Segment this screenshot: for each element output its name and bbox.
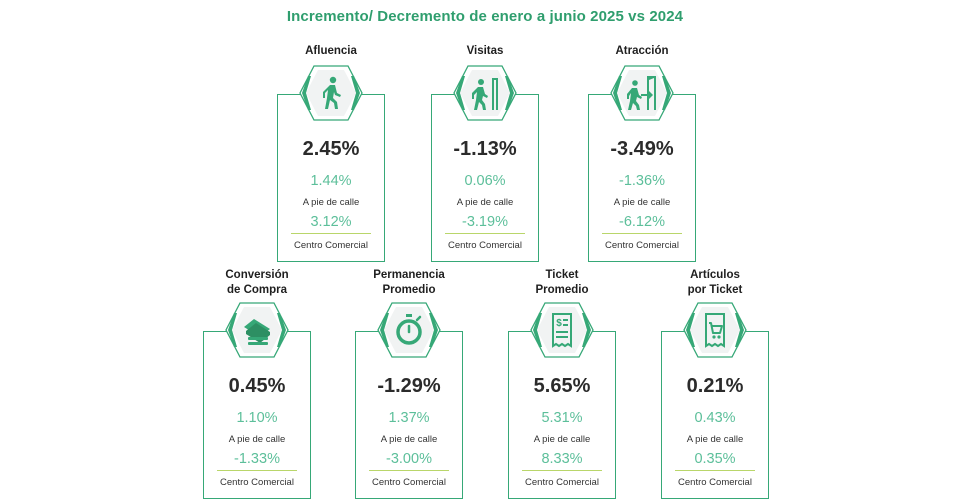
mall-label: Centro Comercial xyxy=(448,240,522,251)
badge xyxy=(610,65,674,121)
mall-label: Centro Comercial xyxy=(678,477,752,488)
card-box xyxy=(355,331,463,499)
card-label: Afluencia xyxy=(305,45,357,57)
separator xyxy=(217,470,297,471)
main-value: 5.65% xyxy=(533,375,591,397)
main-value: 2.45% xyxy=(302,138,360,160)
card-conversion-de-compra: Conversión de Compra 0.45% 1.10% A pie d… xyxy=(203,269,311,499)
card-box xyxy=(508,331,616,499)
card-permanencia-promedio: Permanencia Promedio -1.29% 1.37% A pie … xyxy=(355,269,463,499)
mall-label: Centro Comercial xyxy=(294,240,368,251)
card-label: Artículos por Ticket xyxy=(687,269,743,296)
card-label: Permanencia Promedio xyxy=(373,269,445,296)
main-value: -3.49% xyxy=(610,138,674,160)
street-value: 1.37% xyxy=(388,410,430,426)
mall-label: Centro Comercial xyxy=(605,240,679,251)
badge xyxy=(225,302,289,358)
card-box xyxy=(277,94,385,262)
card-label: Ticket Promedio xyxy=(535,269,589,296)
card-atraccion: Atracción -3.49% -1.36% A pie de calle -… xyxy=(588,45,696,262)
svg-text:$: $ xyxy=(556,318,562,329)
person-walking-into-door-icon xyxy=(627,76,656,110)
card-label: Conversión de Compra xyxy=(225,269,289,296)
street-label: A pie de calle xyxy=(456,197,514,208)
separator xyxy=(602,233,682,234)
street-value: 0.43% xyxy=(694,410,736,426)
card-box xyxy=(588,94,696,262)
mall-value: -1.33% xyxy=(234,451,280,467)
walking-person-icon xyxy=(323,76,341,109)
street-label: A pie de calle xyxy=(533,434,591,445)
badge xyxy=(299,65,363,121)
page-title: Incremento/ Decremento de enero a junio … xyxy=(286,8,684,25)
card-ticket-promedio: Ticket Promedio $ 5.65% 5.31% A pie de c… xyxy=(508,269,616,499)
card-visitas: Visitas -1.13% 0.06% A pie de calle -3.1… xyxy=(431,45,539,262)
street-label: A pie de calle xyxy=(228,434,286,445)
card-articulos-por-ticket: Artículos por Ticket 0.21% 0.43% A pie d… xyxy=(661,269,769,499)
mall-label: Centro Comercial xyxy=(372,477,446,488)
card-label: Atracción xyxy=(615,45,669,57)
main-value: -1.29% xyxy=(377,375,441,397)
separator xyxy=(675,470,755,471)
street-value: 1.44% xyxy=(310,173,352,189)
badge: $ xyxy=(530,302,594,358)
separator xyxy=(291,233,371,234)
card-afluencia: Afluencia 2.45% 1.44% A pie de calle 3.1… xyxy=(277,45,385,262)
mall-value: 0.35% xyxy=(694,451,736,467)
badge xyxy=(377,302,441,358)
mall-value: 8.33% xyxy=(541,451,583,467)
stopwatch-icon xyxy=(396,314,422,345)
separator xyxy=(522,470,602,471)
street-label: A pie de calle xyxy=(380,434,438,445)
card-label: Visitas xyxy=(466,45,504,57)
mall-value: -6.12% xyxy=(619,214,665,230)
shopping-cart-icon xyxy=(705,313,725,348)
street-value: 0.06% xyxy=(464,173,506,189)
mall-value: 3.12% xyxy=(310,214,352,230)
separator xyxy=(445,233,525,234)
card-box xyxy=(431,94,539,262)
street-label: A pie de calle xyxy=(686,434,744,445)
street-value: 1.10% xyxy=(236,410,278,426)
mall-label: Centro Comercial xyxy=(220,477,294,488)
cash-payment-icon xyxy=(244,319,270,345)
main-value: 0.45% xyxy=(228,375,286,397)
street-label: A pie de calle xyxy=(613,197,671,208)
badge xyxy=(453,65,517,121)
separator xyxy=(369,470,449,471)
person-entering-door-icon xyxy=(472,78,498,110)
street-label: A pie de calle xyxy=(302,197,360,208)
card-box xyxy=(203,331,311,499)
main-value: -1.13% xyxy=(453,138,517,160)
receipt-icon: $ xyxy=(552,313,572,348)
street-value: 5.31% xyxy=(541,410,583,426)
mall-value: -3.00% xyxy=(386,451,432,467)
mall-label: Centro Comercial xyxy=(525,477,599,488)
mall-value: -3.19% xyxy=(462,214,508,230)
card-box xyxy=(661,331,769,499)
main-value: 0.21% xyxy=(686,375,744,397)
badge xyxy=(683,302,747,358)
street-value: -1.36% xyxy=(619,173,665,189)
